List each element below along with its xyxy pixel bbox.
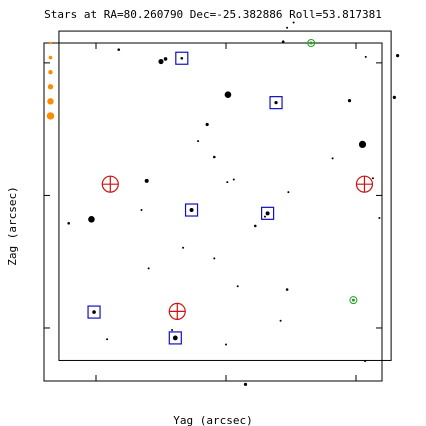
magnitude-legend-dot — [48, 55, 53, 60]
ccd-boundary — [58, 30, 392, 361]
acq-star-box — [184, 203, 199, 217]
acq-star — [274, 101, 278, 105]
field-star — [144, 178, 149, 183]
field-star — [182, 246, 185, 249]
field-star — [253, 224, 257, 228]
field-star — [396, 53, 400, 58]
field-star — [213, 257, 216, 260]
field-star — [378, 216, 381, 219]
field-star — [226, 181, 229, 184]
chart-title: Stars at RA=80.260790 Dec=-25.382886 Rol… — [44, 8, 382, 21]
magnitude-legend-dot — [47, 84, 54, 90]
field-star — [224, 91, 232, 98]
field-star — [279, 319, 282, 322]
field-star — [347, 99, 352, 103]
acq-star-box — [87, 305, 101, 319]
magnitude-legend-dot — [46, 112, 55, 120]
field-star — [106, 338, 109, 341]
field-star — [140, 209, 143, 212]
magnitude-legend-dot — [47, 98, 54, 105]
field-star — [243, 382, 248, 386]
field-star — [225, 343, 227, 346]
magnitude-legend-dot — [49, 41, 52, 45]
field-star — [281, 40, 285, 43]
acq-star — [92, 310, 96, 314]
plot-frame — [43, 42, 383, 382]
field-star — [205, 122, 209, 127]
field-star — [292, 21, 295, 24]
acq-star — [265, 211, 270, 216]
field-star — [392, 95, 396, 99]
field-star — [331, 157, 334, 160]
acq-star-box — [168, 331, 182, 345]
field-star — [163, 57, 168, 61]
field-star — [117, 48, 121, 51]
field-star — [285, 288, 289, 291]
field-star — [158, 58, 164, 65]
acq-star-box — [175, 51, 189, 65]
field-star — [286, 26, 289, 29]
fid-light-ring — [349, 296, 358, 305]
fid-light — [309, 41, 313, 45]
acq-star — [172, 335, 178, 341]
field-star — [371, 177, 374, 180]
fid-light — [351, 298, 355, 302]
field-star — [358, 140, 367, 148]
field-star — [197, 140, 200, 143]
acq-star-box — [269, 96, 283, 110]
y-axis-label: Zag (arcsec) — [6, 186, 19, 265]
field-star — [88, 215, 95, 223]
acq-star — [180, 56, 184, 60]
field-star — [364, 55, 367, 58]
field-star — [287, 191, 290, 194]
field-star — [67, 221, 70, 225]
x-axis-label: Yag (arcsec) — [173, 414, 252, 426]
magnitude-legend-dot — [48, 69, 53, 75]
acq-star-box — [261, 206, 275, 220]
acq-star — [189, 208, 194, 213]
fid-light-ring — [307, 39, 316, 47]
field-star — [171, 328, 174, 331]
field-star — [213, 155, 216, 159]
field-star — [232, 178, 235, 181]
field-star — [147, 267, 150, 270]
field-star — [264, 215, 266, 218]
field-star — [364, 360, 367, 363]
field-star — [236, 285, 239, 288]
